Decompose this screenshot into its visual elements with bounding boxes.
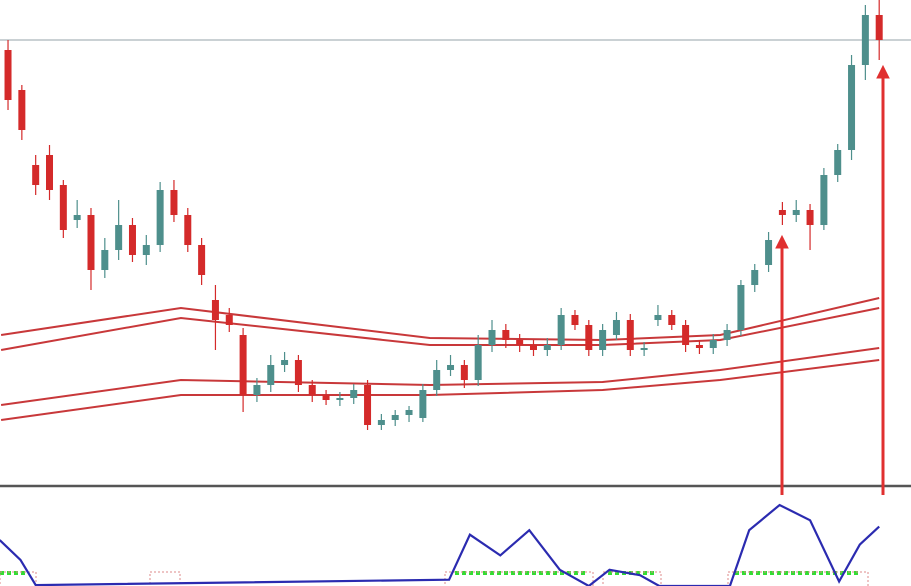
candle-body (239, 335, 247, 395)
candle-body (682, 325, 690, 345)
candle-body (723, 330, 731, 340)
candle-body (364, 385, 372, 425)
candle-body (640, 348, 648, 350)
candle-body (861, 15, 869, 65)
candle-body (322, 395, 330, 400)
candle-body (156, 190, 164, 245)
signal-box (149, 571, 181, 586)
candle-body (695, 345, 703, 348)
oscillator-line (0, 503, 880, 586)
candle-body (737, 285, 745, 330)
candle-body (668, 315, 676, 325)
band-line (0, 347, 880, 406)
candle-body (585, 325, 593, 350)
candle-body (59, 185, 67, 230)
candle-body (267, 365, 275, 385)
candle-body (488, 330, 496, 345)
candle-body (709, 340, 717, 348)
candle-body (115, 225, 123, 250)
candle-body (571, 315, 579, 325)
candle-body (654, 315, 662, 320)
candle-body (543, 345, 551, 350)
candle-body (101, 250, 109, 270)
candle-body (502, 330, 510, 340)
candle-body (806, 210, 814, 225)
candle-body (792, 210, 800, 215)
candle-body (765, 240, 773, 265)
candle-body (336, 398, 344, 400)
candle-body (875, 15, 883, 40)
candle-body (142, 245, 150, 255)
candle-body (4, 50, 12, 100)
candle-body (405, 410, 413, 415)
candle-body (834, 150, 842, 175)
candle-body (612, 320, 620, 335)
candle-body (377, 420, 385, 425)
arrow-head (876, 64, 890, 79)
candle-body (460, 365, 468, 380)
candle-body (751, 270, 759, 285)
candle-body (128, 225, 136, 255)
signal-box (727, 571, 869, 586)
candle-body (391, 415, 399, 420)
candle-body (516, 340, 524, 345)
candle-body (778, 210, 786, 215)
candle-body (474, 345, 482, 380)
candle-body (599, 330, 607, 350)
candle-body (46, 155, 54, 190)
candle-body (87, 215, 95, 270)
candle-body (419, 390, 427, 418)
candle-body (350, 390, 358, 398)
signal-box (0, 571, 37, 586)
candle-body (184, 215, 192, 245)
candle-body (626, 320, 634, 350)
candle-body (170, 190, 178, 215)
candle-body (848, 65, 856, 150)
candle-body (447, 365, 455, 370)
candle-body (294, 360, 302, 385)
arrow-head (775, 234, 789, 249)
candle-body (253, 385, 261, 395)
candle-body (529, 345, 537, 350)
candle-body (73, 215, 81, 220)
candle-body (225, 315, 233, 325)
candle-body (557, 315, 565, 345)
band-line (0, 359, 880, 421)
candle-body (32, 165, 40, 185)
candle-body (308, 385, 316, 395)
band-line (0, 297, 880, 342)
candle-body (211, 300, 219, 320)
candle-body (198, 245, 206, 275)
signal-box (602, 571, 662, 586)
arrows (775, 64, 890, 495)
candle-body (433, 370, 441, 390)
candle-body (820, 175, 828, 225)
candle-body (281, 360, 289, 365)
candle-body (18, 90, 26, 130)
